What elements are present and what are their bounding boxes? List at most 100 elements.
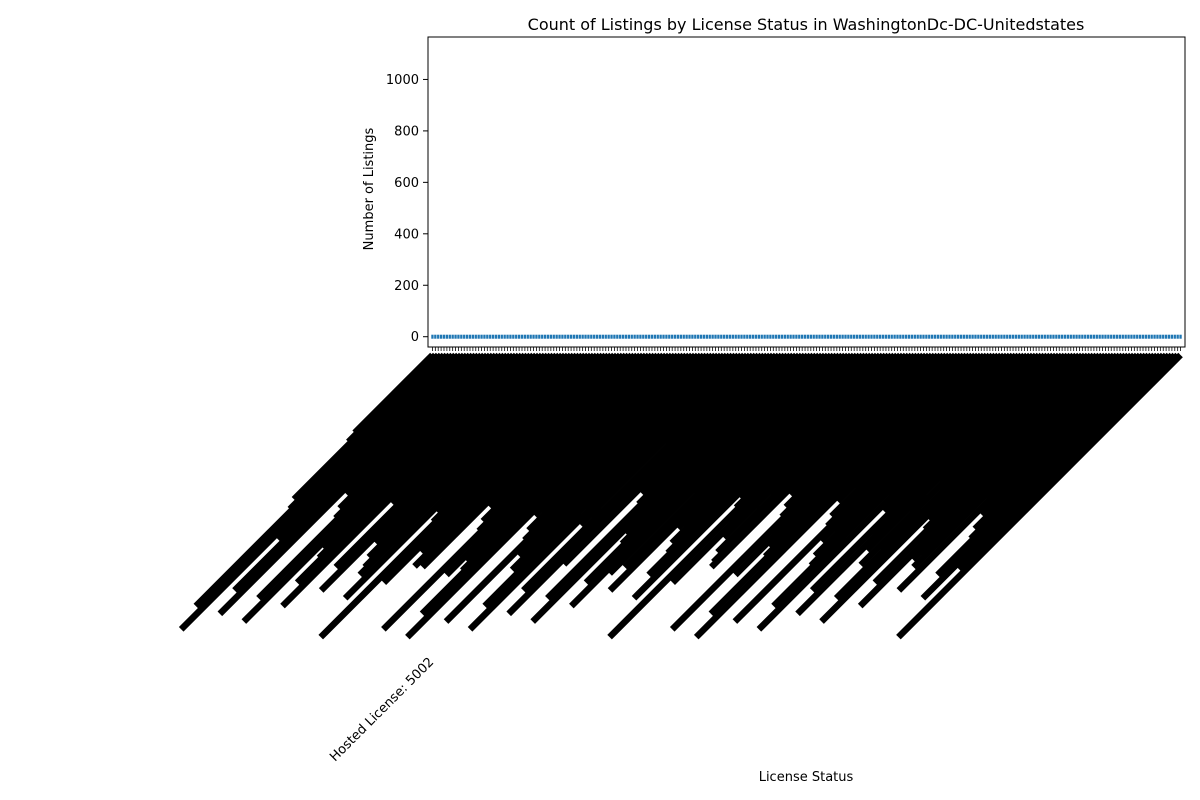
bar [1072,334,1075,339]
bar [933,334,937,339]
bar [890,334,893,339]
bar [630,334,633,339]
chart-title: Count of Listings by License Status in W… [528,15,1085,34]
bar [760,334,763,339]
bar [769,334,772,339]
bar [506,334,509,339]
bar [1084,334,1087,339]
bar [595,334,599,339]
bar [578,334,581,339]
bar [959,334,963,339]
bar [956,334,960,339]
bar [616,334,619,339]
bar [636,334,639,339]
bar [977,334,980,339]
bar [1037,334,1041,339]
bar [673,334,677,339]
bar [1023,334,1026,339]
bar [653,334,657,339]
bar [867,334,870,339]
bar [662,334,665,339]
bar [581,334,584,339]
bar [1078,334,1081,339]
bar [962,334,966,339]
bar [486,334,489,339]
bar [668,334,671,339]
bar [549,334,553,339]
bar [777,334,781,339]
bar [965,334,968,339]
bar [994,334,997,339]
bar [879,334,882,339]
bar [757,334,760,339]
bar [881,334,885,339]
bar [697,334,700,339]
bar [529,334,532,339]
bar [740,334,743,339]
bar [751,334,755,339]
bar [503,334,506,339]
bar [520,334,524,339]
bar [997,334,1000,339]
bar [659,334,662,339]
bar [902,334,905,339]
bar [500,334,503,339]
bar [1110,334,1113,339]
bar [1052,334,1055,339]
bar [457,334,460,339]
bar [1170,334,1174,339]
bar [1060,334,1064,339]
bar [1159,334,1162,339]
bar [1156,334,1159,339]
bar [512,334,515,339]
x-tick-labels: Hosted License: 5002 [178,352,1183,766]
bar [702,334,706,339]
bar [824,334,827,339]
bar [572,334,576,339]
bar [627,334,631,339]
bar [1006,334,1009,339]
x-tick-label-fragment: Hosted License: 5002 [327,655,437,765]
bar [844,334,847,339]
bar [619,334,622,339]
bar [624,334,628,339]
bar [853,334,856,339]
bar [893,334,896,339]
bar [850,334,853,339]
bar [734,334,737,339]
bar [968,334,971,339]
bar [913,334,916,339]
bar [642,334,645,339]
bar [754,334,758,339]
bar [1127,334,1130,339]
bar [904,334,908,339]
bar [645,334,648,339]
bar [795,334,798,339]
bar [639,334,642,339]
bar [474,334,477,339]
bar [939,334,942,339]
bar [783,334,786,339]
bar [870,334,873,339]
bar [792,334,795,339]
bar [541,334,544,339]
bar [1017,334,1020,339]
bar [1026,334,1029,339]
bar [587,334,590,339]
bar [460,334,463,339]
bar [723,334,726,339]
bar [1167,334,1171,339]
bar [919,334,922,339]
bar [1049,334,1052,339]
bar [448,334,451,339]
y-tick-label: 400 [394,227,419,242]
bar [590,334,593,339]
bar [1092,334,1096,339]
bar [1173,334,1176,339]
plot-area [427,36,1186,348]
bar [896,334,899,339]
bar [948,334,951,339]
bar [954,334,957,339]
bar [971,334,974,339]
